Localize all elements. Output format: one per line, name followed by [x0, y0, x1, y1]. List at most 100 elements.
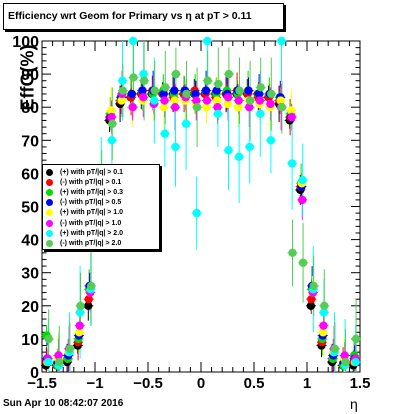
- y-tick-label: 40: [21, 233, 39, 250]
- data-point: [107, 136, 117, 145]
- x-tick-label: −0.5: [133, 375, 163, 392]
- data-point: [138, 86, 147, 95]
- data-point: [139, 93, 148, 102]
- data-point: [65, 344, 75, 354]
- legend-marker: [46, 219, 53, 227]
- y-tick-label: 10: [21, 332, 39, 349]
- y-tick-label: 80: [21, 100, 39, 117]
- data-point: [150, 86, 159, 95]
- data-point: [212, 96, 222, 105]
- data-point: [161, 83, 170, 92]
- data-point: [224, 69, 234, 79]
- data-point: [213, 103, 222, 112]
- data-point: [306, 301, 316, 310]
- data-point: [75, 328, 84, 337]
- legend-marker: [46, 168, 53, 176]
- data-point: [117, 96, 126, 105]
- legend-entry: (+) with pT/|q| > 2.0: [46, 228, 156, 238]
- data-point: [118, 86, 128, 95]
- data-point: [287, 159, 297, 168]
- data-point: [75, 321, 84, 330]
- data-point: [341, 357, 350, 367]
- data-point: [118, 76, 127, 85]
- data-point: [213, 109, 223, 119]
- data-point: [76, 301, 85, 310]
- data-point: [318, 328, 328, 337]
- data-point: [127, 89, 137, 99]
- data-point: [181, 119, 191, 128]
- data-point: [298, 195, 307, 205]
- data-point: [309, 281, 318, 291]
- data-point: [254, 89, 264, 99]
- data-point: [223, 99, 232, 109]
- x-tick-label: 1.5: [350, 375, 371, 392]
- data-point: [307, 294, 316, 304]
- data-point: [320, 301, 329, 310]
- data-point: [84, 294, 93, 304]
- data-point: [234, 103, 243, 112]
- legend-marker: [46, 178, 53, 186]
- legend-marker: [46, 209, 53, 217]
- data-point: [298, 175, 307, 185]
- data-point: [44, 334, 53, 344]
- x-tick-label: 0.5: [244, 375, 265, 392]
- data-point: [234, 152, 244, 162]
- data-point: [171, 142, 180, 152]
- data-point: [159, 89, 168, 99]
- data-point: [129, 73, 138, 82]
- data-point: [223, 93, 233, 102]
- data-point: [255, 96, 265, 105]
- data-point: [201, 86, 211, 95]
- data-point: [203, 76, 212, 85]
- data-point: [203, 36, 212, 46]
- y-tick-label: 20: [21, 299, 39, 316]
- data-point: [288, 248, 297, 258]
- data-point: [287, 112, 296, 122]
- y-tick-label: 30: [21, 266, 39, 283]
- data-point: [192, 208, 201, 218]
- legend-label: (+) with pT/|q| > 2.0: [60, 229, 124, 237]
- y-tick-label: 100: [12, 34, 39, 51]
- y-tick-label: 70: [21, 133, 39, 150]
- footer-timestamp: Sun Apr 10 08:42:07 2016: [3, 398, 124, 409]
- data-point: [170, 86, 179, 95]
- legend-marker: [46, 199, 53, 207]
- data-point: [267, 89, 276, 99]
- legend-label: (-) with pT/|q| > 0.5: [60, 199, 122, 207]
- data-point: [298, 258, 308, 267]
- data-point: [106, 106, 116, 115]
- data-point: [202, 103, 211, 112]
- legend-entry: (-) with pT/|q| > 1.0: [46, 218, 156, 228]
- legend-entry: (-) with pT/|q| > 0.1: [46, 177, 156, 187]
- data-point: [160, 129, 170, 138]
- data-point: [170, 103, 180, 112]
- y-tick-label: 60: [21, 166, 39, 183]
- x-tick-label: 1: [303, 375, 311, 392]
- data-point: [277, 36, 286, 46]
- data-point: [276, 96, 285, 105]
- data-point: [287, 106, 296, 115]
- data-point: [245, 103, 254, 112]
- data-point: [214, 79, 223, 89]
- data-point: [330, 344, 340, 354]
- legend-marker: [46, 188, 53, 196]
- data-point: [266, 99, 275, 109]
- y-axis-label: EffG(%): [17, 44, 38, 111]
- data-point: [266, 136, 276, 145]
- legend-entry: (+) with pT/|q| > 0.3: [46, 187, 156, 197]
- legend-label: (-) with pT/|q| > 0.1: [60, 178, 122, 186]
- data-point: [235, 86, 244, 95]
- legend-entry: (+) with pT/|q| > 1.0: [46, 208, 156, 218]
- data-point: [128, 36, 138, 46]
- data-point: [108, 119, 117, 128]
- data-point: [245, 142, 254, 152]
- x-axis-label: η: [350, 396, 358, 412]
- data-point: [212, 86, 221, 95]
- y-tick-label: 0: [30, 365, 39, 382]
- data-point: [234, 96, 243, 105]
- legend-marker: [46, 229, 53, 237]
- data-point: [245, 96, 255, 105]
- data-point: [256, 109, 265, 119]
- data-point: [351, 357, 360, 367]
